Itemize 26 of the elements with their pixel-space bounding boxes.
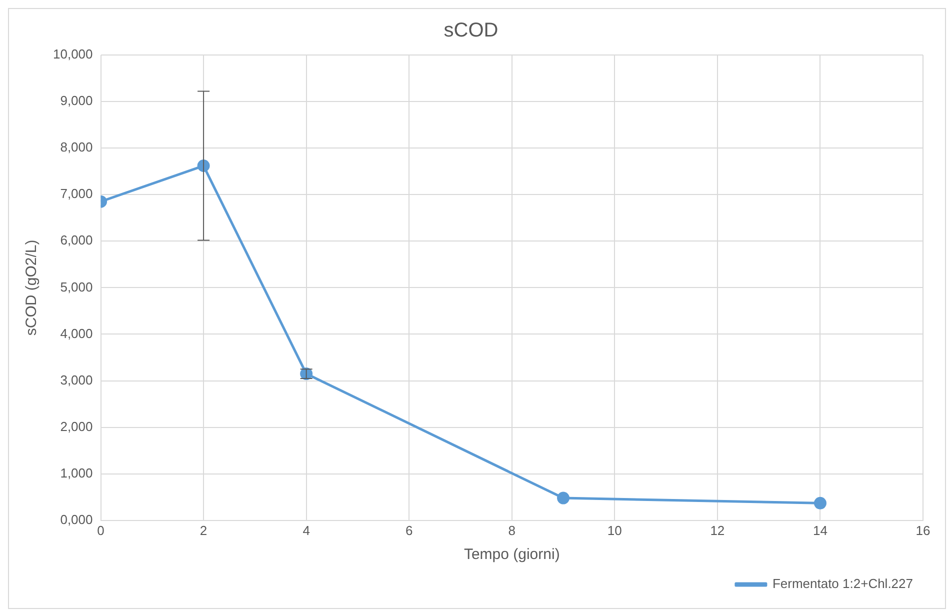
x-tick-label: 12 bbox=[710, 522, 725, 538]
point bbox=[814, 496, 826, 510]
y-tick-label: 5,000 bbox=[60, 279, 93, 294]
y-tick-label: 9,000 bbox=[60, 93, 93, 108]
y-tick-label: 8,000 bbox=[60, 140, 93, 155]
x-tick-label: 10 bbox=[607, 522, 622, 538]
x-tick-label: 14 bbox=[812, 522, 828, 538]
point bbox=[557, 492, 570, 504]
legend-label: Fermentato 1:2+Chl.227 bbox=[772, 576, 914, 592]
x-tick-label: 6 bbox=[405, 522, 413, 538]
y-tick-label: 7,000 bbox=[60, 186, 93, 202]
y-tick-label: 3,000 bbox=[60, 372, 93, 388]
chart-title: sCOD bbox=[444, 20, 498, 42]
y-tick-label: 6,000 bbox=[60, 232, 93, 248]
y-tick-label: 0,000 bbox=[60, 512, 93, 527]
y-tick-label: 10,000 bbox=[52, 46, 93, 62]
y-tick-label: 1,000 bbox=[60, 465, 93, 480]
y-tick-label: 4,000 bbox=[60, 326, 93, 341]
x-tick-label: 8 bbox=[508, 522, 516, 538]
x-axis-title: Tempo (giorni) bbox=[464, 546, 560, 564]
y-tick-label: 2,000 bbox=[60, 418, 93, 434]
x-tick-label: 4 bbox=[302, 522, 310, 538]
x-tick-label: 0 bbox=[97, 522, 104, 538]
x-tick-label: 2 bbox=[200, 522, 208, 538]
y-axis-title: sCOD (gO2/L) bbox=[23, 240, 40, 336]
x-tick-label: 16 bbox=[916, 522, 930, 538]
